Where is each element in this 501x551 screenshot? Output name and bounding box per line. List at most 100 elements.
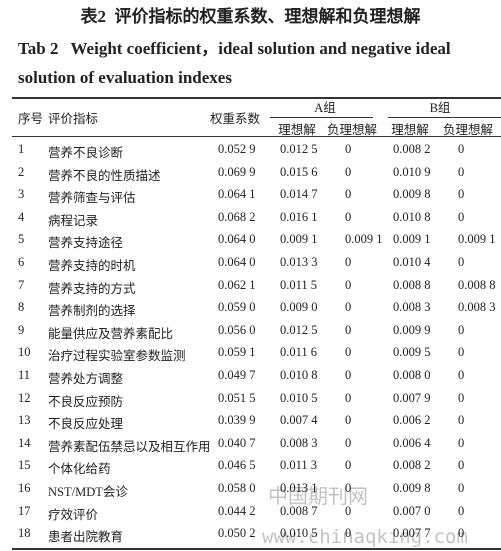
table-cell: 15 [18,458,31,473]
table-cell: 0.049 7 [218,368,256,382]
index-name: 疗效评价 [48,507,99,522]
table-cell: 0.010 8 [280,368,318,382]
table-cell: 0.007 9 [393,390,431,405]
table-cell: 0.011 3 [280,458,318,473]
index-name: 营养筛查与评估 [48,191,136,206]
caption-cn: 表2 评价指标的权重系数、理想解和负理想解 [0,2,501,27]
table-cell: 0.008 3 [458,300,496,315]
table-cell: 0.008 3 [280,435,318,450]
index-name: 能量供应及营养素配比 [48,326,174,341]
table-cell: 18 [18,526,31,541]
index-name: 个体化给药 [48,462,111,477]
table-cell: 0 [458,209,465,224]
table-cell: 0.010 4 [393,255,431,269]
caption-title: 评价指标的权重系数、理想解和负理想解 [114,7,421,26]
table-cell: 1 [18,142,25,156]
table-cell: 0 [458,526,465,541]
table-cell: 0 [345,164,352,179]
table-cell: 0.006 2 [393,413,431,428]
header-cell: 序号 [18,112,44,126]
table-cell: 12 [18,390,31,405]
table-rule [388,117,501,118]
table-cell: 7 [18,277,25,292]
table-cell: 0.010 9 [393,164,431,179]
table-cell: 0.008 8 [458,277,496,292]
caption-title: Weight coefficient，ideal solution and ne… [18,39,451,87]
table-cell: 0.050 2 [218,526,256,541]
table-cell: 0 [345,390,352,405]
table-cell: 0.064 1 [218,187,256,202]
table-cell: 0 [458,458,465,473]
table-cell: 0.007 0 [393,503,431,518]
table-cell: 0.012 5 [280,322,318,337]
table-cell: 13 [18,413,31,428]
table-cell: 0.009 1 [280,232,318,247]
table-cell: 0.008 8 [393,277,431,292]
table-cell: 0 [345,503,352,518]
table-cell: 0.009 1 [345,232,383,247]
header-cell: 负理想解 [442,123,493,137]
table-cell: 0 [345,368,352,382]
table-cell: 0.016 1 [280,209,318,224]
table-cell: 0.059 1 [218,345,256,360]
table-cell: 0 [458,322,465,337]
header-cell: 负理想解 [326,123,377,137]
header-cell: B组 [429,101,451,115]
watermark: 中国期刊网 [268,484,368,508]
table-cell: 0.058 0 [218,481,256,495]
table-cell: 0.059 0 [218,300,256,315]
table-rule [270,117,373,118]
table-cell: 0 [458,435,465,450]
header-cell: 理想解 [278,123,316,137]
table-cell: 0.039 9 [218,413,256,428]
table-cell: 0.011 6 [280,345,318,360]
table-cell: 0.007 7 [393,526,431,541]
table-cell: 0 [345,413,352,428]
table-cell: 0 [345,255,352,269]
table-cell: 0.006 4 [393,435,431,450]
table-cell: 0 [458,164,465,179]
caption-label: 表2 [80,7,107,26]
table-cell: 0.009 8 [393,187,431,202]
table-cell: 14 [18,435,31,450]
table-cell: 0 [345,187,352,202]
table-cell: 0.010 5 [280,526,318,541]
index-name: NST/MDT会诊 [48,485,128,499]
header-cell: 评价指标 [48,112,99,126]
index-name: 不良反应预防 [48,394,124,409]
table-cell: 0 [458,255,465,269]
index-name: 营养处方调整 [48,372,124,386]
table-cell: 0 [345,300,352,315]
table-cell: 0.009 0 [280,300,318,315]
table-cell: 0 [345,142,352,156]
table-cell: 0.051 5 [218,390,256,405]
table-cell: 0.010 8 [393,209,431,224]
table-cell: 9 [18,322,25,337]
index-name: 营养素配伍禁忌以及相互作用 [48,439,211,454]
table-cell: 0.009 1 [458,232,496,247]
table-cell: 0.062 1 [218,277,256,292]
table-cell: 0.069 9 [218,164,256,179]
table-cell: 0 [458,368,465,382]
table-cell: 0.012 5 [280,142,318,156]
index-name: 营养不良诊断 [48,146,124,160]
index-name: 营养不良的性质描述 [48,168,161,183]
table-cell: 0.009 1 [393,232,431,247]
table-cell: 0.009 5 [393,345,431,360]
table-cell: 2 [18,164,25,179]
table-cell: 0.040 7 [218,435,256,450]
table-cell: 0.010 5 [280,390,318,405]
table-cell: 6 [18,255,25,269]
table-rule [12,97,501,99]
table-cell: 3 [18,187,25,202]
table-cell: 0 [345,322,352,337]
table-cell: 0.064 0 [218,232,256,247]
table-cell: 0 [345,345,352,360]
index-name: 患者出院教育 [48,530,124,545]
table-cell: 0 [458,187,465,202]
table-cell: 4 [18,209,25,224]
table-cell: 0.046 5 [218,458,256,473]
table-cell: 0.011 5 [280,277,318,292]
table-cell: 0 [458,345,465,360]
